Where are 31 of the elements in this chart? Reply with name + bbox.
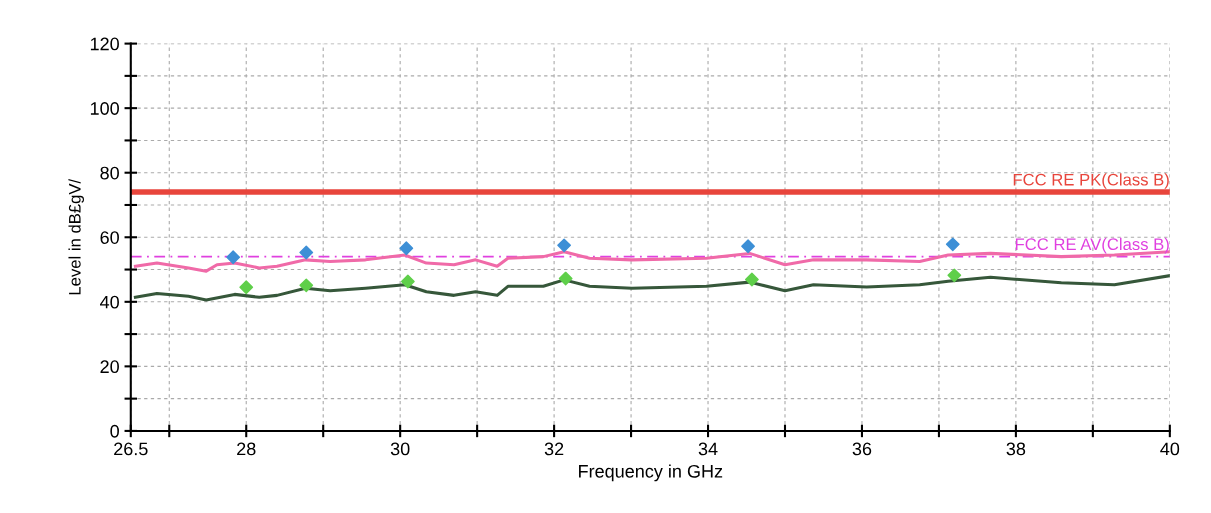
point [226, 250, 241, 265]
y-tick-label: 60 [100, 231, 119, 244]
y-tick-label: 120 [90, 37, 119, 51]
x-axis-title: Frequency in GHz [579, 464, 723, 482]
point [400, 274, 415, 289]
point [299, 245, 314, 260]
x-tick-label: 36 [852, 442, 872, 456]
ref-line-label: FCC RE AV(Class B) [1015, 237, 1169, 254]
x-tick-label: 32 [544, 442, 564, 456]
point [558, 271, 573, 286]
y-tick-label: 0 [110, 424, 119, 438]
point [557, 238, 572, 253]
point [399, 241, 414, 256]
x-tick-label: 26.5 [114, 442, 148, 456]
x-tick-label: 30 [390, 442, 410, 456]
point [947, 268, 962, 283]
point [239, 280, 254, 295]
point [299, 278, 314, 293]
y-tick-label: 20 [100, 360, 119, 374]
x-tick-label: 34 [698, 442, 718, 456]
y-tick-label: 100 [90, 102, 119, 115]
y-tick-label: 40 [100, 295, 119, 309]
y-tick-label: 80 [100, 166, 119, 180]
x-tick-label: 40 [1160, 442, 1180, 456]
x-tick-label: 38 [1006, 442, 1026, 456]
point [741, 239, 755, 254]
ref-line-label: FCC RE PK(Class B) [1013, 173, 1169, 189]
y-axis-title: Level in dB£gV/ [68, 178, 84, 295]
x-tick-label: 28 [237, 442, 256, 456]
point [945, 237, 960, 252]
point [744, 272, 759, 287]
